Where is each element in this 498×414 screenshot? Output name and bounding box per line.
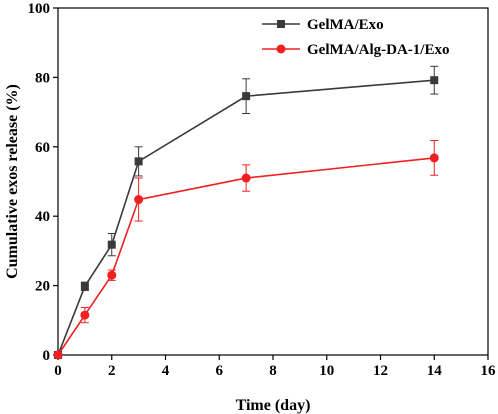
x-tick-label: 10 (319, 363, 334, 379)
data-point (107, 240, 116, 249)
data-point (107, 270, 117, 280)
y-tick-label: 0 (43, 348, 51, 364)
data-point (134, 195, 144, 205)
legend-marker (276, 44, 286, 54)
x-tick-label: 6 (216, 363, 224, 379)
x-tick-label: 8 (269, 363, 277, 379)
data-point (53, 350, 63, 360)
y-tick-label: 80 (35, 70, 50, 86)
y-tick-label: 100 (28, 1, 51, 17)
data-point (241, 173, 251, 183)
x-tick-label: 12 (373, 363, 388, 379)
y-axis-label: Cumulative exos release (%) (4, 84, 21, 279)
legend-marker (277, 20, 285, 28)
data-point (430, 76, 439, 85)
y-tick-label: 60 (35, 140, 50, 156)
data-point (80, 310, 90, 320)
x-tick-label: 2 (108, 363, 116, 379)
plot-frame (57, 7, 489, 356)
series-2 (53, 140, 439, 360)
axes: 0 2 4 6 8 10 12 14 16 0 20 40 60 80 100 (28, 1, 497, 379)
y-tick-label: 20 (35, 279, 50, 295)
x-axis-label: Time (day) (236, 397, 311, 414)
data-point (242, 92, 251, 101)
x-tick-label: 4 (162, 363, 170, 379)
legend: GelMA/Exo GelMA/Alg-DA-1/Exo (262, 17, 449, 58)
series-1 (54, 65, 439, 359)
x-tick-label: 14 (427, 363, 443, 379)
data-point (80, 282, 89, 291)
y-tick-label: 40 (35, 209, 50, 225)
legend-label: GelMA/Alg-DA-1/Exo (307, 42, 449, 58)
legend-label: GelMA/Exo (307, 17, 384, 33)
x-tick-label: 16 (481, 363, 497, 379)
series-layer (53, 65, 439, 360)
series-line (57, 157, 435, 356)
data-point (134, 157, 143, 166)
x-tick-label: 0 (54, 363, 62, 379)
data-point (429, 153, 439, 163)
series-line (57, 79, 435, 356)
